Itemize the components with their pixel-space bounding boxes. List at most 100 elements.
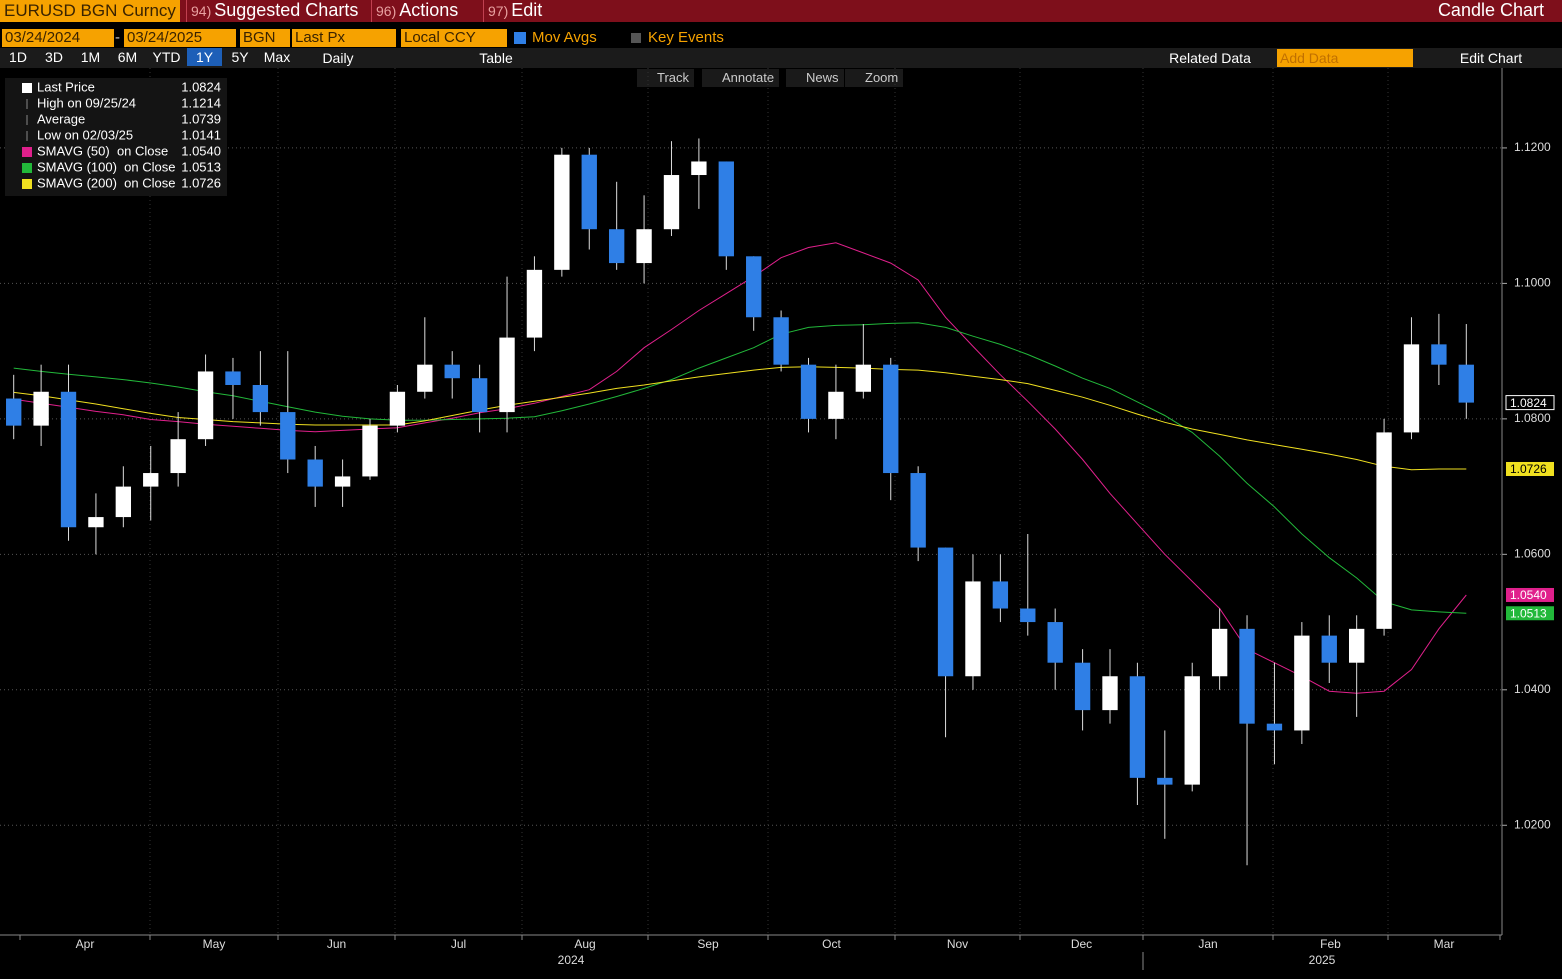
tool-button[interactable]: Zoom	[845, 69, 904, 87]
candle-body	[746, 256, 762, 318]
period-button[interactable]: 6M	[117, 49, 138, 65]
candle-body	[6, 398, 22, 426]
period-button[interactable]: YTD	[152, 49, 181, 65]
candle-body	[581, 154, 597, 230]
x-tick-label: Apr	[76, 937, 95, 951]
candle-body	[773, 317, 789, 365]
price-tag	[1505, 395, 1555, 411]
legend-label: Low on 02/03/25	[37, 127, 133, 142]
period-button[interactable]: 1Y	[187, 48, 222, 66]
legend-label: SMAVG (50) on Close	[37, 143, 168, 158]
candle-body	[143, 473, 159, 487]
candle-body	[170, 439, 186, 474]
period-button[interactable]: 3D	[45, 49, 63, 65]
field[interactable]: Last Px	[292, 29, 396, 47]
candle-body	[1239, 628, 1255, 724]
legend-swatch	[22, 163, 32, 173]
related-data[interactable]: Related Data	[1169, 50, 1251, 66]
mov-avgs[interactable]: Mov Avgs	[532, 29, 597, 46]
candle-body	[60, 391, 77, 528]
price-tag-label: 1.0726	[1510, 462, 1547, 476]
moving-average	[13, 366, 1467, 471]
legend-label: Average	[37, 111, 85, 126]
x-tick-label: Jun	[327, 937, 346, 951]
legend-swatch	[22, 179, 32, 189]
candle-body	[883, 364, 899, 474]
period-button[interactable]: 5Y	[231, 49, 249, 65]
candle-body	[1321, 635, 1337, 663]
menu[interactable]: 96) Actions	[371, 0, 492, 22]
table-button[interactable]: Table	[479, 50, 513, 66]
currency[interactable]: Local CCY	[401, 29, 507, 47]
period-button[interactable]: 1D	[9, 49, 27, 65]
chart-kind: Candle Chart	[1437, 0, 1544, 20]
period-button[interactable]: 1M	[80, 49, 101, 65]
y-tick-label: 1.0200	[1514, 817, 1551, 831]
candle-body	[992, 581, 1009, 609]
candle-body	[526, 269, 543, 338]
y-tick-label: 1.0600	[1514, 547, 1551, 561]
candle-body	[417, 364, 433, 392]
legend-value: 1.1214	[181, 95, 221, 110]
candle-body	[1020, 608, 1036, 623]
candle-body	[499, 337, 515, 413]
menu-label: Edit	[511, 0, 543, 20]
legend-swatch	[22, 147, 32, 157]
candle-body	[88, 517, 104, 528]
candle-body	[197, 371, 214, 440]
tool-button[interactable]: Annotate	[702, 69, 780, 87]
candle-body	[280, 412, 296, 460]
price-tag	[1506, 606, 1554, 621]
x-tick-label: Nov	[947, 937, 968, 951]
checkbox[interactable]	[514, 32, 526, 44]
tool-button[interactable]: Track	[637, 69, 695, 87]
settings-bar: 03/24/2024 - 03/24/2025 BGN Last Px Loca…	[0, 28, 1562, 48]
legend-label: SMAVG (200) on Close	[37, 175, 175, 190]
candle-body	[33, 391, 49, 426]
period-button[interactable]: Max	[263, 49, 291, 65]
year-label: 2025	[1309, 953, 1336, 967]
year-label: 2024	[558, 953, 585, 967]
candle-body	[1458, 364, 1474, 403]
legend-box	[5, 78, 227, 196]
x-tick-label: Oct	[822, 937, 841, 951]
dash: -	[115, 29, 120, 46]
menu[interactable]: 97) Edit	[483, 0, 570, 22]
edit-chart[interactable]: Edit Chart	[1459, 50, 1523, 66]
legend-swatch	[22, 83, 32, 93]
legend-label: SMAVG (100) on Close	[37, 159, 175, 174]
price-tag-label: 1.0824	[1510, 396, 1547, 410]
price-tag	[1506, 461, 1554, 476]
x-tick-label: Aug	[574, 937, 595, 951]
candle-body	[1129, 676, 1146, 778]
end-date[interactable]: 03/24/2025	[124, 29, 236, 47]
x-tick-label: Dec	[1071, 937, 1092, 951]
candle-body	[663, 175, 680, 230]
candle-body	[225, 371, 241, 385]
candle-body	[1348, 628, 1365, 663]
frequency[interactable]: Daily	[322, 50, 354, 66]
menu[interactable]: 94) Suggested Charts	[186, 0, 380, 22]
y-tick-label: 1.1000	[1514, 276, 1551, 290]
legend-value: 1.0824	[181, 79, 221, 94]
menu-number: 94)	[191, 3, 212, 19]
key-events[interactable]: Key Events	[648, 29, 724, 46]
x-tick-label: Sep	[697, 937, 719, 951]
add-data[interactable]: Add Data	[1277, 49, 1413, 67]
x-tick-label: May	[203, 937, 226, 951]
moving-average	[13, 242, 1467, 694]
start-date[interactable]: 03/24/2024	[2, 29, 114, 47]
candle-body	[1403, 344, 1420, 433]
candle-body	[1266, 723, 1283, 731]
source[interactable]: BGN	[240, 29, 290, 47]
security[interactable]: EURUSD BGN Curncy	[0, 0, 180, 22]
x-tick-label: Jul	[451, 937, 466, 951]
candle-body	[828, 391, 844, 419]
tool-button[interactable]: News	[786, 69, 844, 87]
legend-value: 1.0540	[181, 143, 221, 158]
y-tick-label: 1.0400	[1514, 682, 1551, 696]
checkbox[interactable]	[631, 33, 641, 43]
candle-body	[800, 364, 817, 419]
